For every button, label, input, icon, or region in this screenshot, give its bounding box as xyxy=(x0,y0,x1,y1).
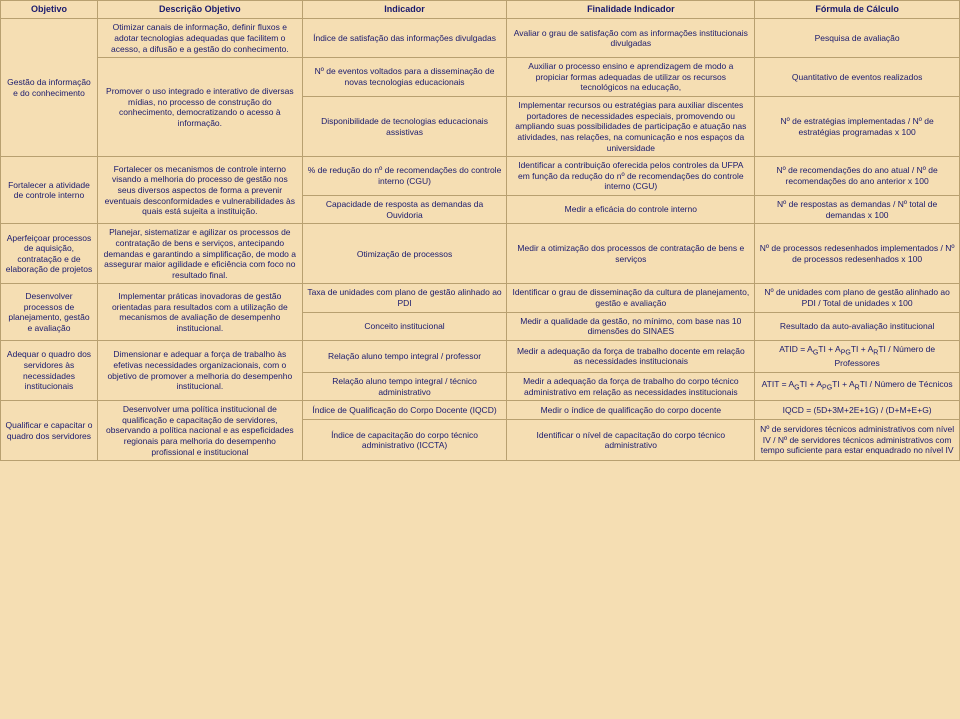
table-header: Objetivo Descrição Objetivo Indicador Fi… xyxy=(1,1,960,19)
cell-formula: Nº de processos redesenhados implementad… xyxy=(755,224,960,284)
cell-indicador: Otimização de processos xyxy=(302,224,507,284)
cell-formula: ATID = AGTI + APGTI + ARTI / Número de P… xyxy=(755,340,960,372)
header-finalidade: Finalidade Indicador xyxy=(507,1,755,19)
cell-finalidade: Medir a adequação da força de trabalho d… xyxy=(507,340,755,372)
cell-formula: Nº de servidores técnicos administrativo… xyxy=(755,419,960,460)
cell-descricao: Promover o uso integrado e interativo de… xyxy=(97,58,302,157)
cell-objetivo: Aperfeiçoar processos de aquisição, cont… xyxy=(1,224,98,284)
table-row: Adequar o quadro dos servidores às neces… xyxy=(1,340,960,372)
header-descricao: Descrição Objetivo xyxy=(97,1,302,19)
cell-objetivo: Desenvolver processos de planejamento, g… xyxy=(1,284,98,341)
cell-descricao: Planejar, sistematizar e agilizar os pro… xyxy=(97,224,302,284)
cell-finalidade: Auxiliar o processo ensino e aprendizage… xyxy=(507,58,755,97)
table-row: Qualificar e capacitar o quadro dos serv… xyxy=(1,401,960,420)
cell-finalidade: Identificar o grau de disseminação da cu… xyxy=(507,284,755,312)
cell-objetivo: Fortalecer a atividade de controle inter… xyxy=(1,157,98,224)
cell-finalidade: Medir o índice de qualificação do corpo … xyxy=(507,401,755,420)
table-row: Aperfeiçoar processos de aquisição, cont… xyxy=(1,224,960,284)
cell-indicador: Índice de satisfação das informações div… xyxy=(302,19,507,58)
cell-descricao: Dimensionar e adequar a força de trabalh… xyxy=(97,340,302,400)
cell-formula: Nº de respostas as demandas / Nº total d… xyxy=(755,196,960,224)
cell-descricao: Desenvolver uma política institucional d… xyxy=(97,401,302,461)
cell-finalidade: Avaliar o grau de satisfação com as info… xyxy=(507,19,755,58)
table-row: Promover o uso integrado e interativo de… xyxy=(1,58,960,97)
table-body: Gestão da informação e do conhecimentoOt… xyxy=(1,19,960,461)
cell-formula: Quantitativo de eventos realizados xyxy=(755,58,960,97)
cell-indicador: Índice de capacitação do corpo técnico a… xyxy=(302,419,507,460)
cell-formula: IQCD = (5D+3M+2E+1G) / (D+M+E+G) xyxy=(755,401,960,420)
cell-formula: Nº de recomendações do ano atual / Nº de… xyxy=(755,157,960,196)
table-row: Gestão da informação e do conhecimentoOt… xyxy=(1,19,960,58)
cell-indicador: Disponibilidade de tecnologias educacion… xyxy=(302,97,507,157)
cell-finalidade: Medir a qualidade da gestão, no mínimo, … xyxy=(507,312,755,340)
cell-objetivo: Adequar o quadro dos servidores às neces… xyxy=(1,340,98,400)
cell-indicador: % de redução do nº de recomendações do c… xyxy=(302,157,507,196)
cell-indicador: Nº de eventos voltados para a disseminaç… xyxy=(302,58,507,97)
cell-finalidade: Implementar recursos ou estratégias para… xyxy=(507,97,755,157)
cell-descricao: Implementar práticas inovadoras de gestã… xyxy=(97,284,302,341)
cell-indicador: Conceito institucional xyxy=(302,312,507,340)
cell-finalidade: Medir a otimização dos processos de cont… xyxy=(507,224,755,284)
cell-finalidade: Medir a eficácia do controle interno xyxy=(507,196,755,224)
cell-formula: Nº de unidades com plano de gestão alinh… xyxy=(755,284,960,312)
cell-descricao: Otimizar canais de informação, definir f… xyxy=(97,19,302,58)
cell-formula: Pesquisa de avaliação xyxy=(755,19,960,58)
cell-indicador: Relação aluno tempo integral / técnico a… xyxy=(302,372,507,400)
cell-formula: Resultado da auto-avaliação instituciona… xyxy=(755,312,960,340)
objectives-table: Objetivo Descrição Objetivo Indicador Fi… xyxy=(0,0,960,461)
cell-finalidade: Identificar a contribuição oferecida pel… xyxy=(507,157,755,196)
cell-finalidade: Medir a adequação da força de trabalho d… xyxy=(507,372,755,400)
cell-indicador: Relação aluno tempo integral / professor xyxy=(302,340,507,372)
cell-formula: Nº de estratégias implementadas / Nº de … xyxy=(755,97,960,157)
cell-descricao: Fortalecer os mecanismos de controle int… xyxy=(97,157,302,224)
header-objetivo: Objetivo xyxy=(1,1,98,19)
header-formula: Fórmula de Cálculo xyxy=(755,1,960,19)
header-indicador: Indicador xyxy=(302,1,507,19)
cell-indicador: Índice de Qualificação do Corpo Docente … xyxy=(302,401,507,420)
cell-formula: ATIT = AGTI + APGTI + ARTI / Número de T… xyxy=(755,372,960,400)
cell-finalidade: Identificar o nível de capacitação do co… xyxy=(507,419,755,460)
cell-indicador: Taxa de unidades com plano de gestão ali… xyxy=(302,284,507,312)
cell-objetivo: Qualificar e capacitar o quadro dos serv… xyxy=(1,401,98,461)
cell-objetivo: Gestão da informação e do conhecimento xyxy=(1,19,98,157)
table-row: Desenvolver processos de planejamento, g… xyxy=(1,284,960,312)
cell-indicador: Capacidade de resposta as demandas da Ou… xyxy=(302,196,507,224)
table-row: Fortalecer a atividade de controle inter… xyxy=(1,157,960,196)
